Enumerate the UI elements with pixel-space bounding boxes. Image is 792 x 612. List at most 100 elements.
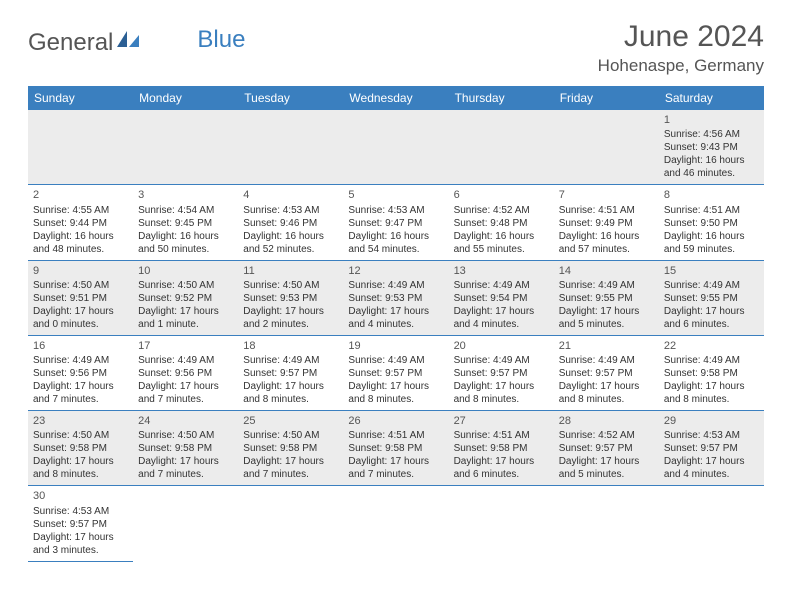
calendar-day-cell: 24Sunrise: 4:50 AMSunset: 9:58 PMDayligh… <box>133 411 238 486</box>
day-number: 7 <box>559 188 654 202</box>
daylight-text: Daylight: 16 hours <box>454 230 549 243</box>
sunset-text: Sunset: 9:58 PM <box>138 442 233 455</box>
sunrise-text: Sunrise: 4:50 AM <box>243 429 338 442</box>
sunset-text: Sunset: 9:58 PM <box>243 442 338 455</box>
sunrise-text: Sunrise: 4:53 AM <box>348 204 443 217</box>
daylight-text: Daylight: 17 hours <box>454 455 549 468</box>
sunrise-text: Sunrise: 4:50 AM <box>138 279 233 292</box>
header: General Blue June 2024 Hohenaspe, German… <box>28 20 764 76</box>
weekday-header: Saturday <box>659 86 764 110</box>
day-number: 2 <box>33 188 128 202</box>
daylight-text: and 8 minutes. <box>243 393 338 406</box>
daylight-text: and 7 minutes. <box>348 468 443 481</box>
calendar-day-cell <box>449 110 554 185</box>
sunrise-text: Sunrise: 4:50 AM <box>138 429 233 442</box>
calendar-day-cell <box>133 486 238 561</box>
day-number: 11 <box>243 264 338 278</box>
calendar-day-cell: 16Sunrise: 4:49 AMSunset: 9:56 PMDayligh… <box>28 335 133 410</box>
sunrise-text: Sunrise: 4:49 AM <box>454 354 549 367</box>
sunset-text: Sunset: 9:55 PM <box>559 292 654 305</box>
sunset-text: Sunset: 9:58 PM <box>454 442 549 455</box>
sunrise-text: Sunrise: 4:49 AM <box>664 354 759 367</box>
daylight-text: Daylight: 17 hours <box>243 305 338 318</box>
daylight-text: Daylight: 17 hours <box>664 455 759 468</box>
logo-text-blue: Blue <box>197 26 245 54</box>
sunrise-text: Sunrise: 4:51 AM <box>664 204 759 217</box>
sunset-text: Sunset: 9:57 PM <box>243 367 338 380</box>
daylight-text: Daylight: 16 hours <box>33 230 128 243</box>
sunset-text: Sunset: 9:52 PM <box>138 292 233 305</box>
sunrise-text: Sunrise: 4:53 AM <box>33 505 128 518</box>
weekday-header: Thursday <box>449 86 554 110</box>
calendar-day-cell: 8Sunrise: 4:51 AMSunset: 9:50 PMDaylight… <box>659 185 764 260</box>
daylight-text: Daylight: 17 hours <box>664 305 759 318</box>
daylight-text: Daylight: 17 hours <box>559 380 654 393</box>
calendar-day-cell: 4Sunrise: 4:53 AMSunset: 9:46 PMDaylight… <box>238 185 343 260</box>
sunrise-text: Sunrise: 4:52 AM <box>559 429 654 442</box>
sunrise-text: Sunrise: 4:49 AM <box>664 279 759 292</box>
daylight-text: and 6 minutes. <box>664 318 759 331</box>
sunrise-text: Sunrise: 4:55 AM <box>33 204 128 217</box>
calendar-day-cell: 28Sunrise: 4:52 AMSunset: 9:57 PMDayligh… <box>554 411 659 486</box>
daylight-text: and 8 minutes. <box>664 393 759 406</box>
sunset-text: Sunset: 9:56 PM <box>138 367 233 380</box>
day-number: 1 <box>664 113 759 127</box>
daylight-text: and 52 minutes. <box>243 243 338 256</box>
daylight-text: and 0 minutes. <box>33 318 128 331</box>
day-number: 26 <box>348 414 443 428</box>
calendar-day-cell: 29Sunrise: 4:53 AMSunset: 9:57 PMDayligh… <box>659 411 764 486</box>
daylight-text: Daylight: 16 hours <box>664 230 759 243</box>
calendar-day-cell: 21Sunrise: 4:49 AMSunset: 9:57 PMDayligh… <box>554 335 659 410</box>
title-block: June 2024 Hohenaspe, Germany <box>598 20 764 76</box>
sunset-text: Sunset: 9:45 PM <box>138 217 233 230</box>
day-number: 10 <box>138 264 233 278</box>
calendar-week-row: 16Sunrise: 4:49 AMSunset: 9:56 PMDayligh… <box>28 335 764 410</box>
day-number: 14 <box>559 264 654 278</box>
sunset-text: Sunset: 9:57 PM <box>559 367 654 380</box>
sunrise-text: Sunrise: 4:49 AM <box>559 354 654 367</box>
calendar-table: SundayMondayTuesdayWednesdayThursdayFrid… <box>28 86 764 562</box>
calendar-week-row: 30Sunrise: 4:53 AMSunset: 9:57 PMDayligh… <box>28 486 764 561</box>
calendar-day-cell <box>28 110 133 185</box>
calendar-day-cell: 1Sunrise: 4:56 AMSunset: 9:43 PMDaylight… <box>659 110 764 185</box>
daylight-text: and 8 minutes. <box>454 393 549 406</box>
sunrise-text: Sunrise: 4:50 AM <box>243 279 338 292</box>
calendar-day-cell: 20Sunrise: 4:49 AMSunset: 9:57 PMDayligh… <box>449 335 554 410</box>
calendar-day-cell: 5Sunrise: 4:53 AMSunset: 9:47 PMDaylight… <box>343 185 448 260</box>
daylight-text: and 4 minutes. <box>348 318 443 331</box>
sunrise-text: Sunrise: 4:49 AM <box>454 279 549 292</box>
weekday-header-row: SundayMondayTuesdayWednesdayThursdayFrid… <box>28 86 764 110</box>
calendar-day-cell: 7Sunrise: 4:51 AMSunset: 9:49 PMDaylight… <box>554 185 659 260</box>
calendar-day-cell <box>554 110 659 185</box>
daylight-text: Daylight: 17 hours <box>559 455 654 468</box>
calendar-day-cell: 26Sunrise: 4:51 AMSunset: 9:58 PMDayligh… <box>343 411 448 486</box>
daylight-text: Daylight: 17 hours <box>348 380 443 393</box>
sunset-text: Sunset: 9:58 PM <box>33 442 128 455</box>
daylight-text: Daylight: 17 hours <box>454 305 549 318</box>
calendar-day-cell <box>659 486 764 561</box>
calendar-day-cell: 10Sunrise: 4:50 AMSunset: 9:52 PMDayligh… <box>133 260 238 335</box>
sunrise-text: Sunrise: 4:50 AM <box>33 429 128 442</box>
day-number: 18 <box>243 339 338 353</box>
daylight-text: and 2 minutes. <box>243 318 338 331</box>
daylight-text: and 5 minutes. <box>559 468 654 481</box>
weekday-header: Wednesday <box>343 86 448 110</box>
sunset-text: Sunset: 9:57 PM <box>348 367 443 380</box>
daylight-text: Daylight: 17 hours <box>243 380 338 393</box>
logo-text-general: General <box>28 29 113 57</box>
daylight-text: Daylight: 17 hours <box>33 531 128 544</box>
daylight-text: Daylight: 17 hours <box>348 305 443 318</box>
daylight-text: Daylight: 17 hours <box>138 455 233 468</box>
sunset-text: Sunset: 9:57 PM <box>664 442 759 455</box>
location: Hohenaspe, Germany <box>598 56 764 76</box>
daylight-text: Daylight: 17 hours <box>138 305 233 318</box>
day-number: 12 <box>348 264 443 278</box>
sunset-text: Sunset: 9:57 PM <box>559 442 654 455</box>
daylight-text: Daylight: 17 hours <box>243 455 338 468</box>
calendar-day-cell <box>554 486 659 561</box>
calendar-day-cell: 19Sunrise: 4:49 AMSunset: 9:57 PMDayligh… <box>343 335 448 410</box>
weekday-header: Friday <box>554 86 659 110</box>
daylight-text: and 46 minutes. <box>664 167 759 180</box>
sunrise-text: Sunrise: 4:49 AM <box>33 354 128 367</box>
daylight-text: Daylight: 17 hours <box>33 380 128 393</box>
